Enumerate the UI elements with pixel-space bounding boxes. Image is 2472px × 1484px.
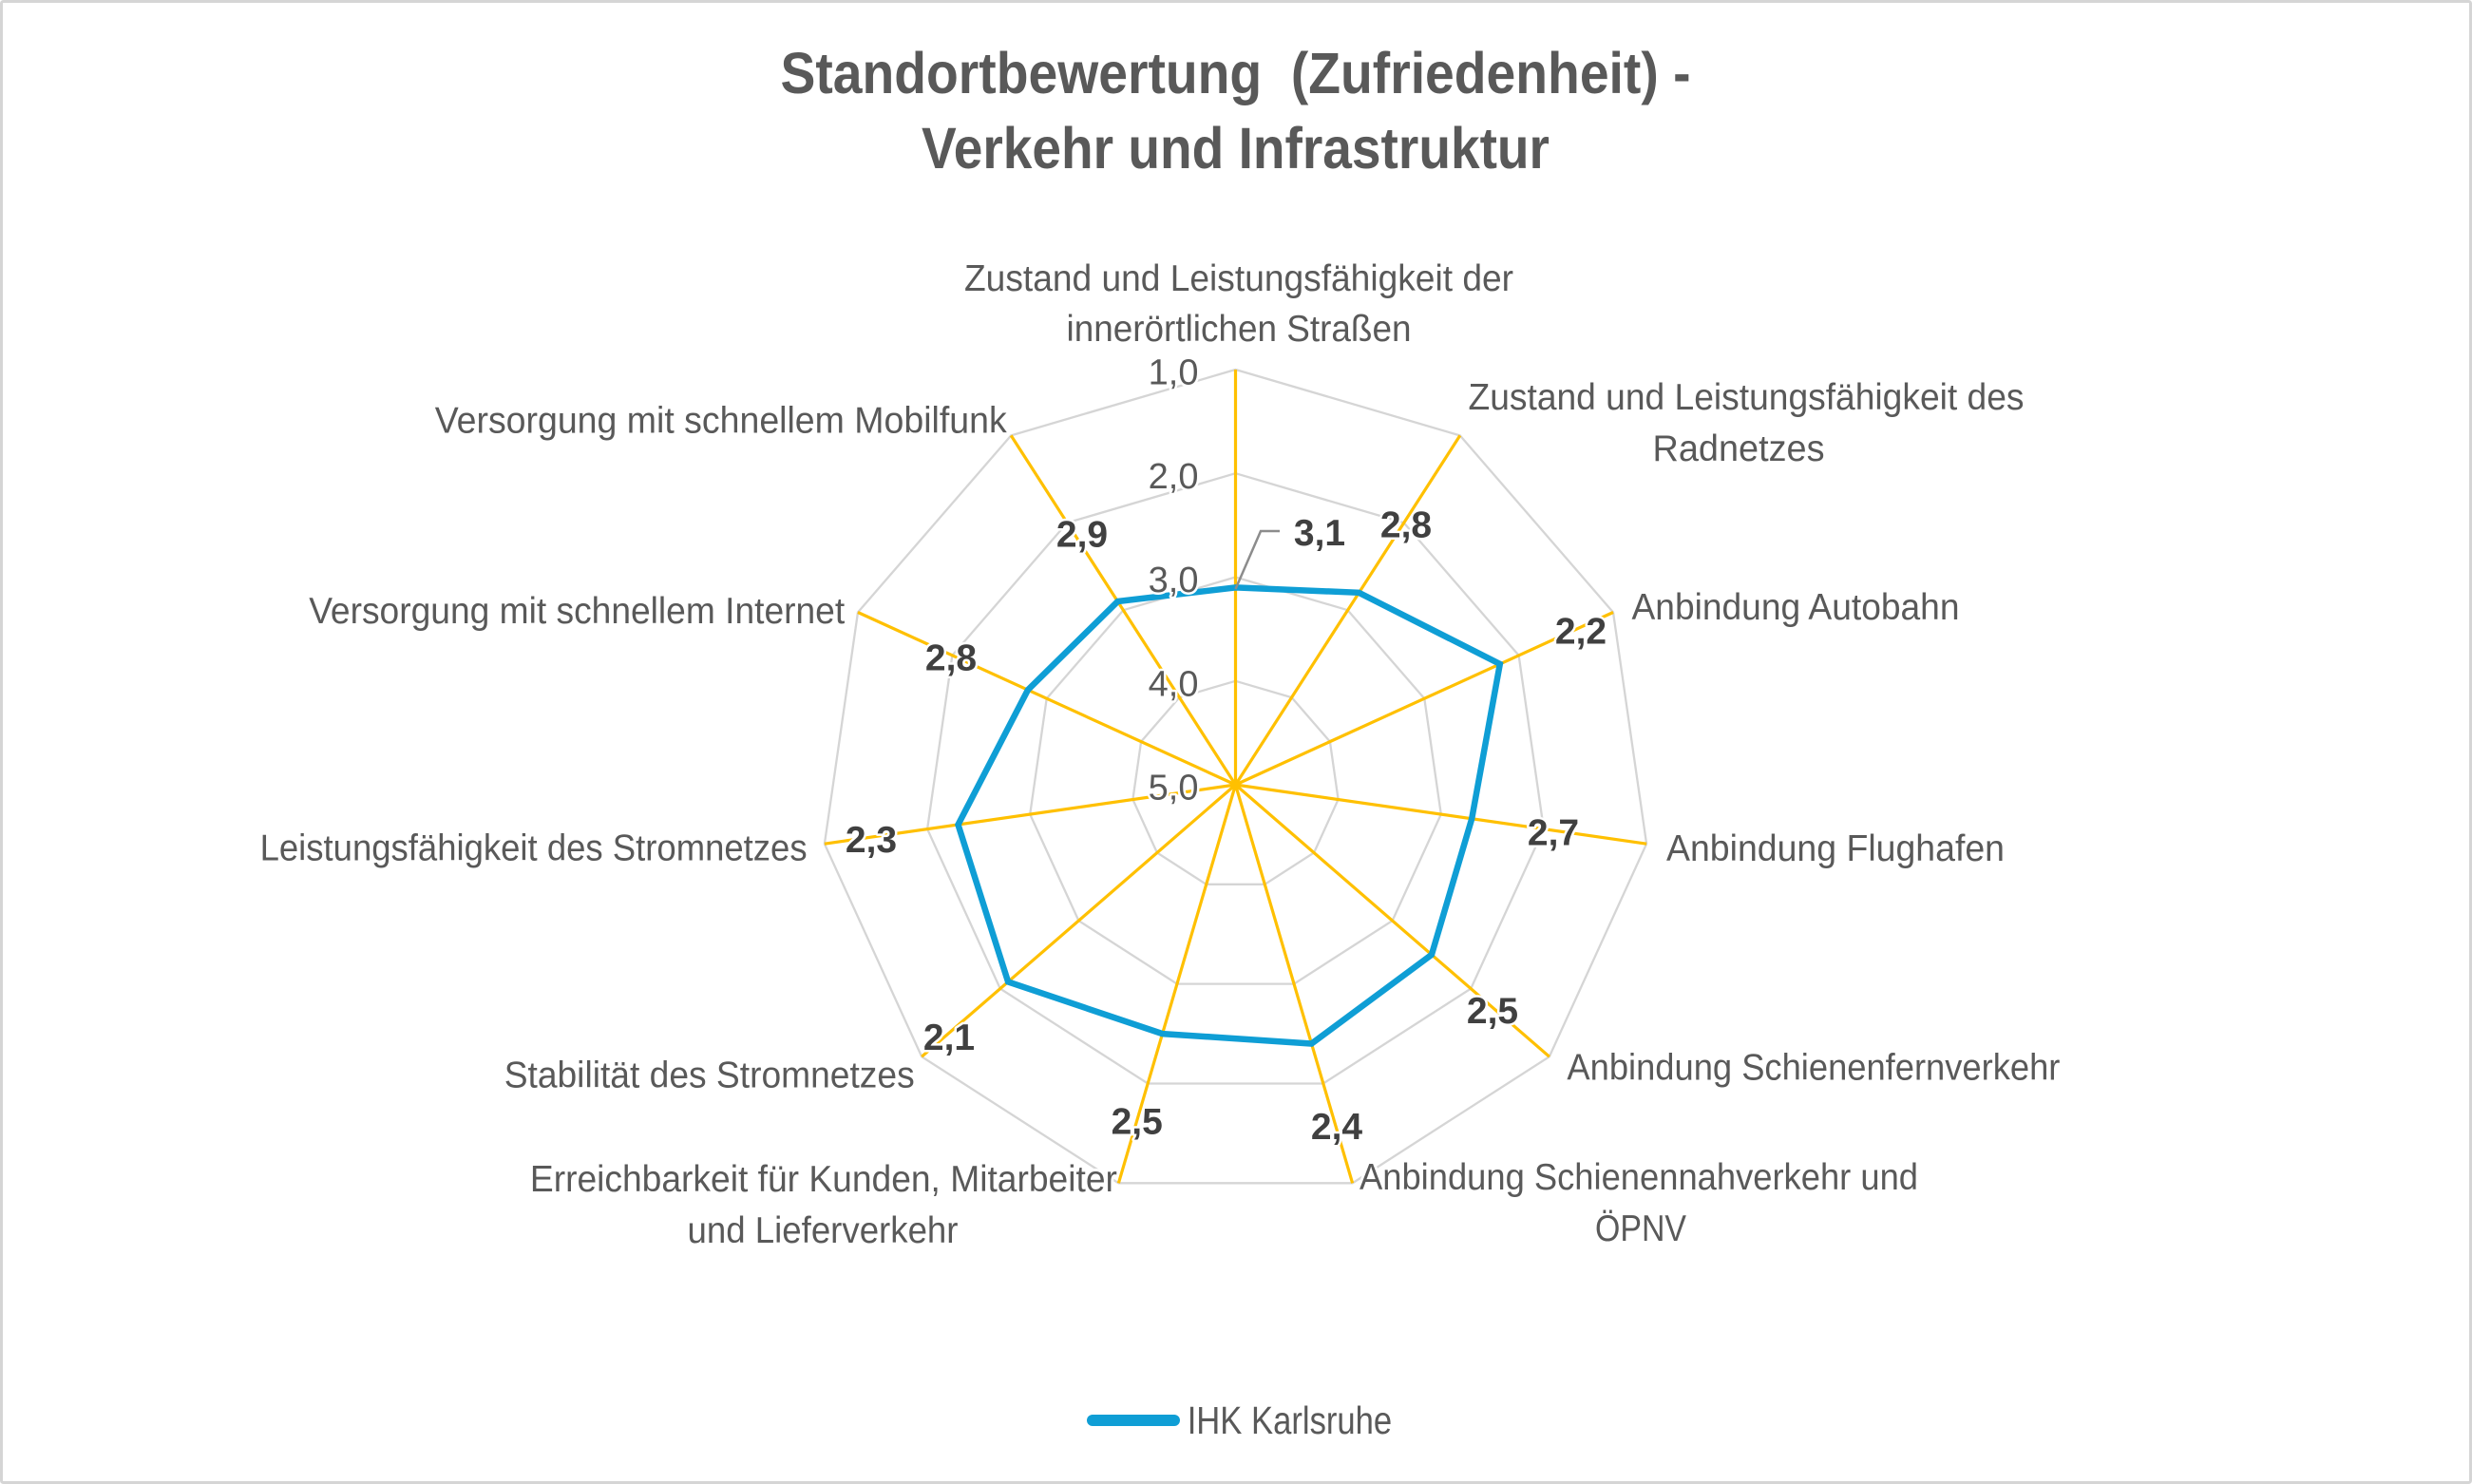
svg-text:2,4: 2,4: [1311, 1107, 1363, 1148]
svg-text:2,9: 2,9: [1056, 515, 1108, 556]
svg-text:2,2: 2,2: [1555, 612, 1607, 653]
svg-text:2,8: 2,8: [925, 638, 977, 679]
svg-text:Zustand und Leistungsfähigkeit: Zustand und Leistungsfähigkeit der: [964, 258, 1513, 299]
svg-text:Anbindung Schienennahverkehr u: Anbindung Schienennahverkehr und: [1360, 1157, 1918, 1198]
svg-text:IHK Karlsruhe: IHK Karlsruhe: [1188, 1398, 1393, 1442]
svg-text:Erreichbarkeit für Kunden, Mit: Erreichbarkeit für Kunden, Mitarbeiter: [530, 1159, 1117, 1200]
svg-text:Standortbewertung (Zufriedenh: Standortbewertung (Zufriedenheit) -: [781, 41, 1691, 105]
svg-text:Anbindung Autobahn: Anbindung Autobahn: [1632, 587, 1960, 628]
svg-text:4,0: 4,0: [1149, 664, 1199, 704]
svg-text:Anbindung Schienenfernverkehr: Anbindung Schienenfernverkehr: [1567, 1048, 2060, 1089]
svg-text:Stabilität des Stromnetzes: Stabilität des Stromnetzes: [504, 1056, 915, 1096]
svg-text:2,8: 2,8: [1380, 505, 1432, 546]
svg-text:1,0: 1,0: [1149, 353, 1199, 393]
svg-text:2,7: 2,7: [1528, 813, 1579, 854]
svg-text:und Lieferverkehr: und Lieferverkehr: [688, 1210, 959, 1251]
svg-text:2,3: 2,3: [846, 820, 897, 861]
svg-text:Versorgung mit schnellem Mobil: Versorgung mit schnellem Mobilfunk: [435, 401, 1007, 442]
svg-text:Radnetzes: Radnetzes: [1653, 428, 1825, 469]
svg-text:2,5: 2,5: [1112, 1101, 1163, 1142]
svg-text:Verkehr und Infrastruktur: Verkehr und Infrastruktur: [922, 116, 1550, 181]
svg-text:Versorgung mit schnellem Inter: Versorgung mit schnellem Internet: [309, 591, 845, 632]
svg-text:2,5: 2,5: [1467, 991, 1518, 1032]
svg-text:3,1: 3,1: [1294, 513, 1345, 554]
svg-text:3,0: 3,0: [1149, 561, 1199, 600]
svg-text:5,0: 5,0: [1149, 769, 1199, 809]
svg-text:innerörtlichen Straßen: innerörtlichen Straßen: [1067, 309, 1412, 350]
svg-text:ÖPNV: ÖPNV: [1595, 1208, 1686, 1249]
svg-text:2,1: 2,1: [923, 1018, 975, 1058]
svg-text:Zustand und Leistungsfähigkeit: Zustand und Leistungsfähigkeit des: [1469, 377, 2025, 418]
svg-text:Anbindung Flughafen: Anbindung Flughafen: [1666, 828, 2005, 869]
svg-text:2,0: 2,0: [1149, 457, 1199, 497]
svg-text:Leistungsfähigkeit des Stromne: Leistungsfähigkeit des Stromnetzes: [260, 828, 808, 868]
